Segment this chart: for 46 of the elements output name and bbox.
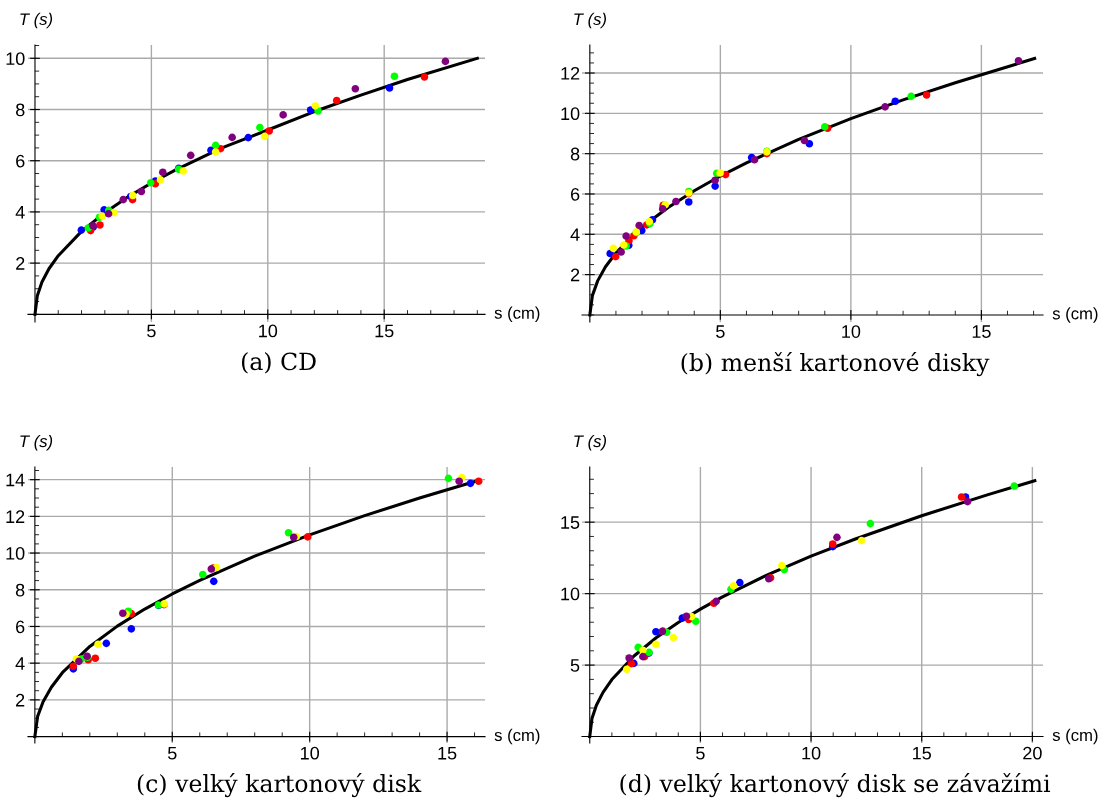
y-tick-label: 10 bbox=[561, 587, 580, 601]
x-axis-title: s (cm) bbox=[1052, 728, 1098, 745]
y-tick-label: 10 bbox=[6, 547, 25, 560]
y-tick-label: 10 bbox=[561, 107, 580, 121]
x-tick-label: 10 bbox=[842, 325, 861, 338]
x-tick-label: 5 bbox=[696, 746, 705, 760]
x-axis-title: s (cm) bbox=[1052, 307, 1098, 323]
text: (d) velký kartonový disk se závažími bbox=[620, 773, 1051, 798]
x-tick-label: 10 bbox=[301, 746, 320, 760]
y-tick-label: 8 bbox=[570, 147, 580, 161]
y-tick-label: 14 bbox=[6, 473, 25, 487]
y-tick-label: 6 bbox=[16, 154, 25, 168]
text: (c) velký kartonový disk bbox=[137, 773, 422, 798]
y-axis-title: T (s) bbox=[574, 434, 607, 451]
x-tick-label: 10 bbox=[802, 746, 821, 760]
x-tick-label: 5 bbox=[147, 324, 156, 338]
y-tick-label: 10 bbox=[6, 52, 25, 66]
y-tick-label: 2 bbox=[16, 257, 25, 270]
x-tick-label: 15 bbox=[438, 746, 457, 760]
y-tick-label: 12 bbox=[561, 66, 580, 80]
y-tick-label: 8 bbox=[16, 103, 25, 117]
y-tick-label: 4 bbox=[15, 657, 25, 670]
x-axis-title: s (cm) bbox=[494, 728, 540, 745]
y-axis-title: T (s) bbox=[574, 12, 607, 29]
y-tick-label: 6 bbox=[16, 620, 25, 634]
x-tick-label: 20 bbox=[1023, 746, 1042, 760]
y-tick-label: 4 bbox=[570, 228, 580, 241]
x-tick-label: 15 bbox=[913, 746, 931, 760]
x-tick-label: 5 bbox=[167, 746, 177, 760]
x-tick-label: 10 bbox=[259, 324, 278, 338]
text: (b) menší kartonové disky bbox=[681, 352, 990, 377]
y-tick-label: 4 bbox=[15, 206, 25, 219]
x-tick-label: 15 bbox=[972, 325, 991, 338]
y-tick-label: 6 bbox=[570, 187, 580, 201]
x-axis-title: s (cm) bbox=[494, 306, 540, 323]
x-tick-label: 15 bbox=[375, 324, 394, 338]
y-tick-label: 5 bbox=[570, 659, 580, 672]
y-tick-label: 15 bbox=[561, 516, 580, 529]
y-tick-label: 8 bbox=[15, 583, 25, 597]
x-tick-label: 5 bbox=[716, 325, 725, 338]
y-tick-label: 12 bbox=[6, 510, 25, 523]
y-tick-label: 2 bbox=[16, 693, 25, 707]
y-axis-title: T (s) bbox=[20, 12, 53, 29]
y-axis-title: T (s) bbox=[20, 434, 53, 451]
text: (a) CD bbox=[241, 352, 316, 374]
y-tick-label: 2 bbox=[570, 268, 580, 282]
